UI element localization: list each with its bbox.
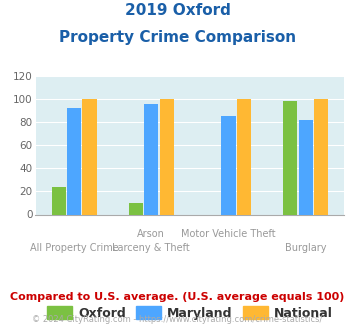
Bar: [144, 104, 158, 214]
Text: All Property Crime: All Property Crime: [30, 243, 119, 252]
Bar: [299, 120, 313, 214]
Bar: [129, 203, 143, 214]
Text: Compared to U.S. average. (U.S. average equals 100): Compared to U.S. average. (U.S. average …: [10, 292, 345, 302]
Text: Arson: Arson: [137, 229, 165, 239]
Text: © 2024 CityRating.com - https://www.cityrating.com/crime-statistics/: © 2024 CityRating.com - https://www.city…: [32, 315, 323, 324]
Text: 2019 Oxford: 2019 Oxford: [125, 3, 230, 18]
Bar: [160, 99, 174, 214]
Text: Property Crime Comparison: Property Crime Comparison: [59, 30, 296, 45]
Bar: [314, 99, 328, 214]
Text: Motor Vehicle Theft: Motor Vehicle Theft: [181, 229, 276, 239]
Bar: [82, 99, 97, 214]
Bar: [51, 187, 66, 214]
Bar: [222, 116, 236, 214]
Bar: [67, 108, 81, 214]
Legend: Oxford, Maryland, National: Oxford, Maryland, National: [42, 301, 338, 325]
Bar: [283, 101, 297, 214]
Bar: [237, 99, 251, 214]
Text: Burglary: Burglary: [285, 243, 327, 252]
Text: Larceny & Theft: Larceny & Theft: [113, 243, 190, 252]
